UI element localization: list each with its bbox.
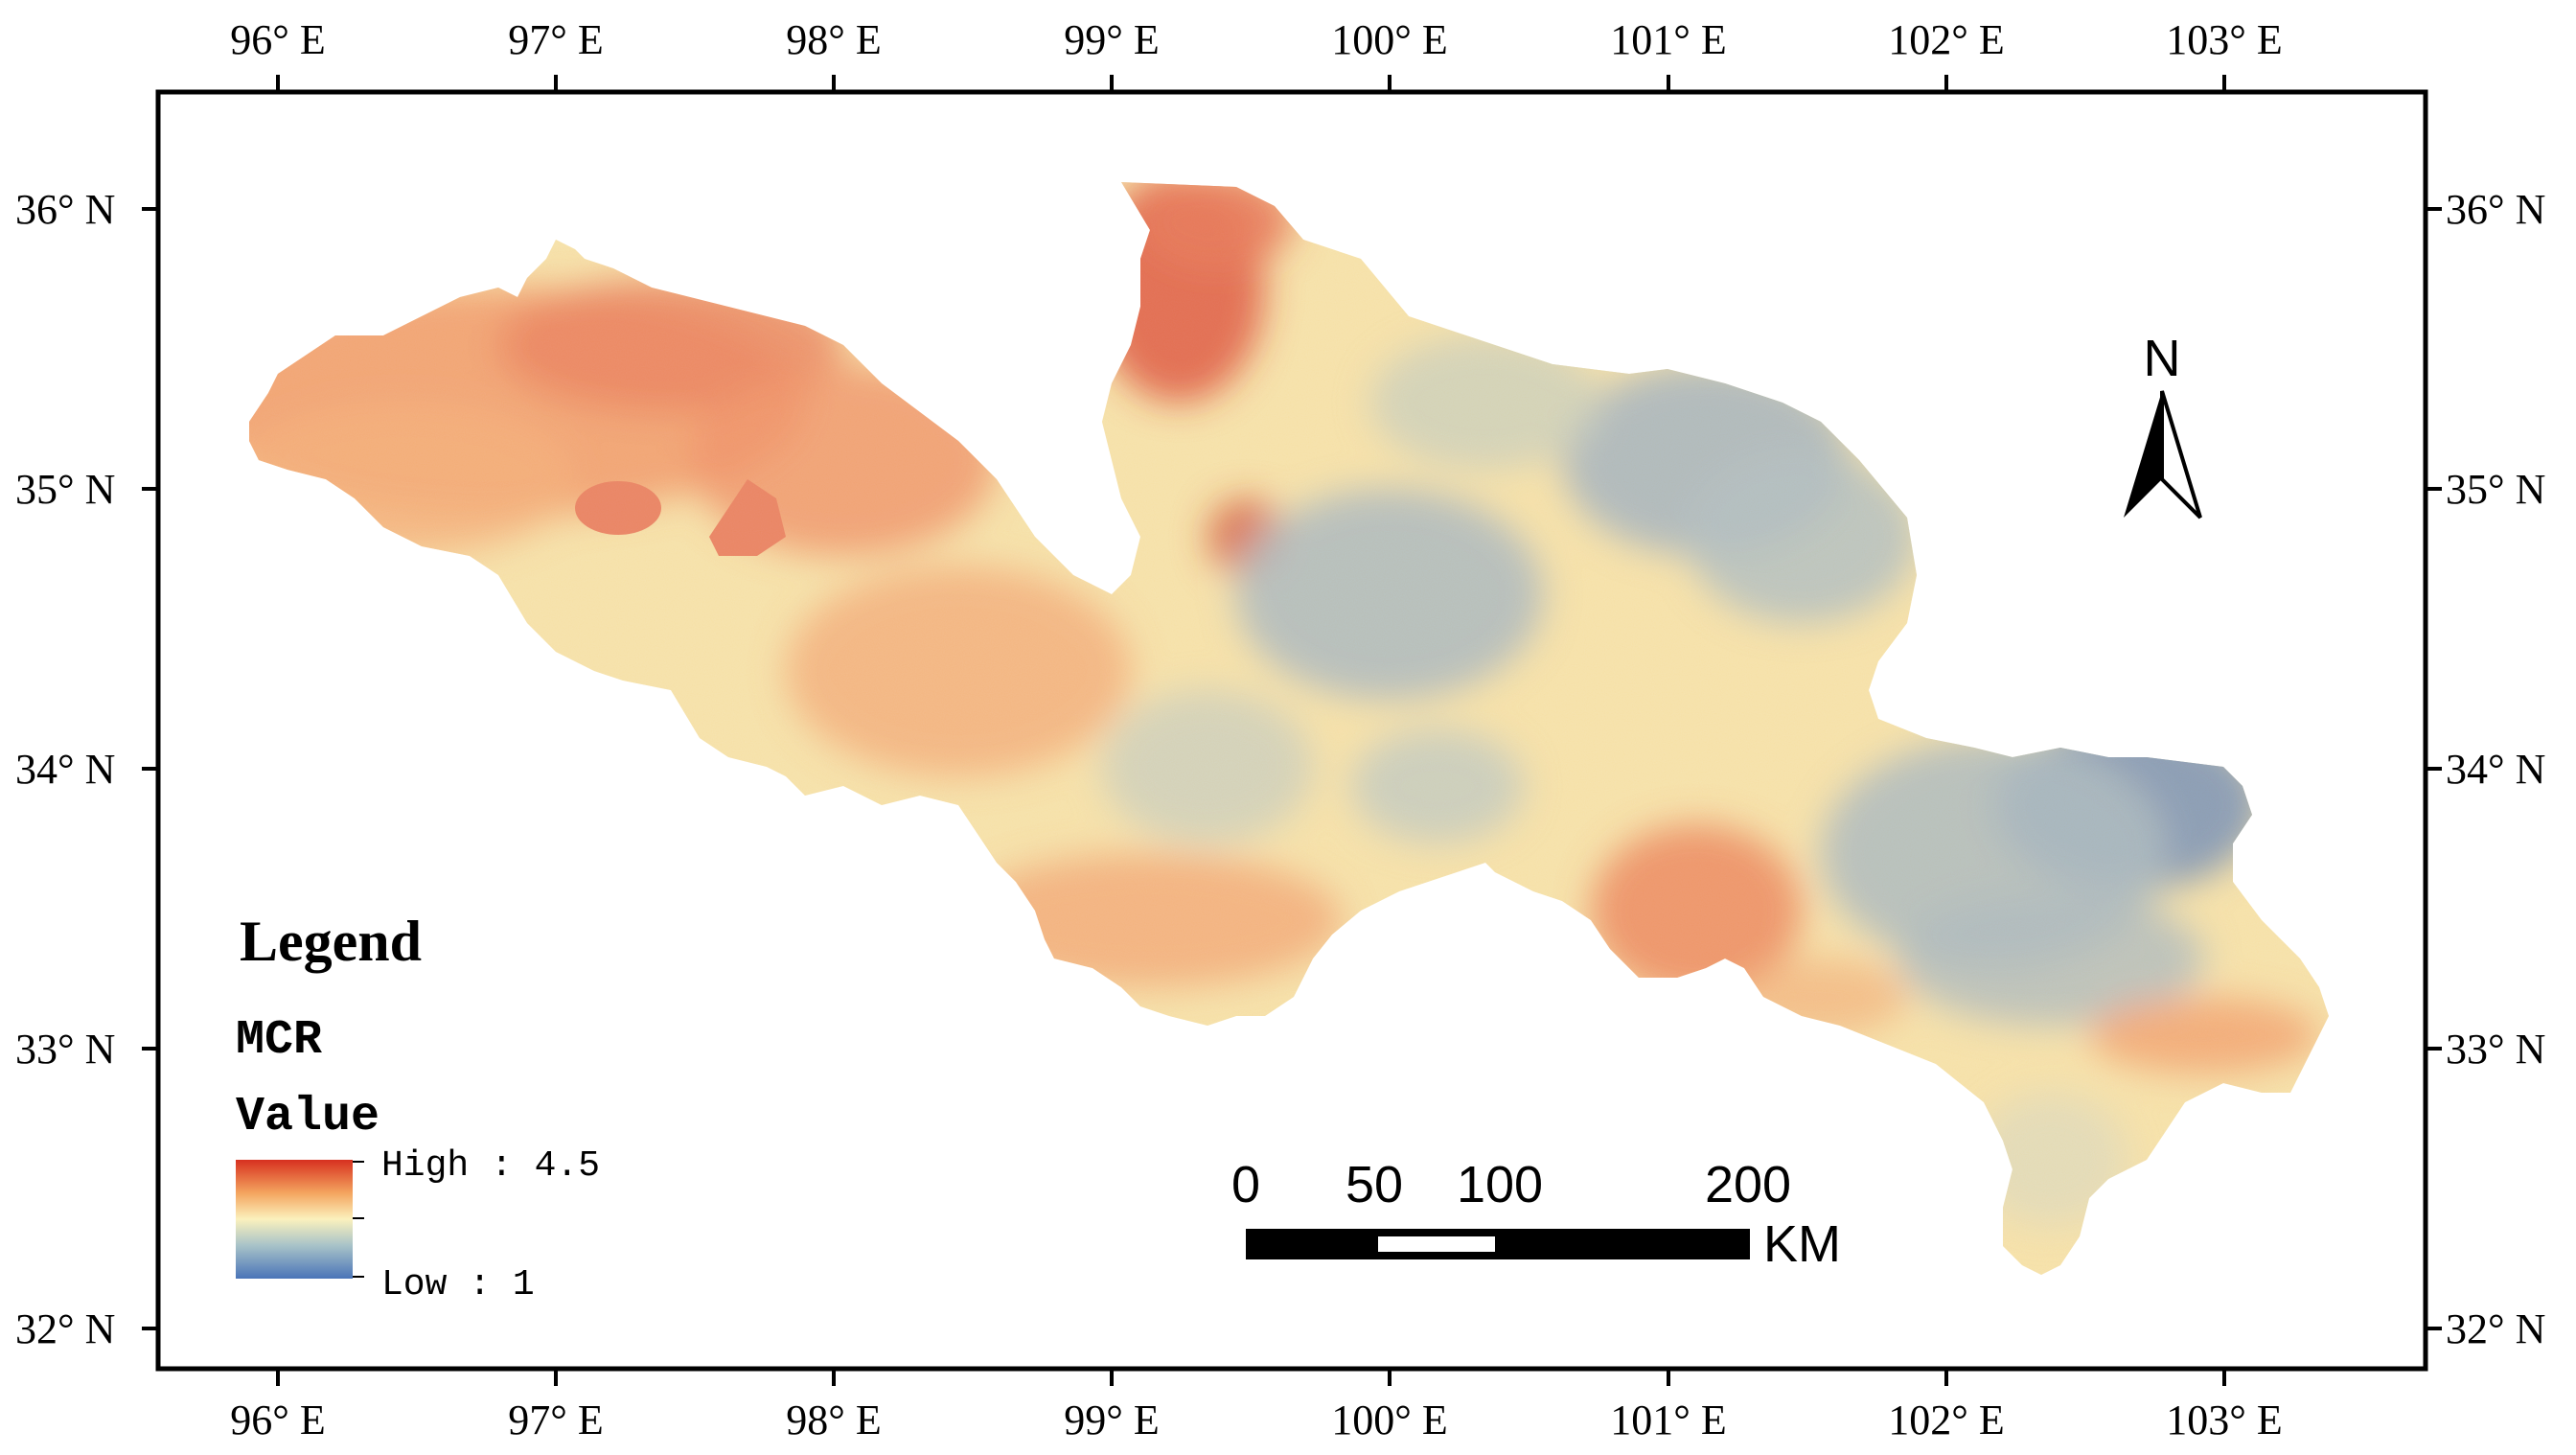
scale-segment-white	[1378, 1236, 1495, 1252]
legend: Legend MCR Value High : 4.5 Low : 1	[236, 910, 600, 1305]
lon-label: 101° E	[1610, 1397, 1726, 1443]
legend-low-label: Low : 1	[381, 1264, 535, 1305]
lon-labels-bottom: 96° E 97° E 98° E 99° E 100° E 101° E 10…	[230, 1397, 2282, 1443]
north-label: N	[2144, 330, 2181, 387]
lat-label: 35° N	[15, 466, 115, 513]
lon-label: 99° E	[1064, 16, 1159, 63]
lon-label: 101° E	[1610, 16, 1726, 63]
lon-label: 98° E	[786, 1397, 881, 1443]
lat-label: 34° N	[15, 746, 115, 793]
lon-label: 103° E	[2166, 16, 2282, 63]
lon-label: 100° E	[1331, 1397, 1447, 1443]
lon-label: 102° E	[1888, 16, 2004, 63]
lat-label: 35° N	[2446, 466, 2545, 513]
lon-label: 98° E	[786, 16, 881, 63]
lon-label: 96° E	[230, 1397, 325, 1443]
legend-high-label: High : 4.5	[381, 1145, 600, 1187]
scale-tick-label: 100	[1457, 1156, 1543, 1213]
north-arrow-icon	[2124, 391, 2162, 518]
lon-label: 96° E	[230, 16, 325, 63]
scale-tick-label: 200	[1705, 1156, 1791, 1213]
lat-label: 32° N	[2446, 1305, 2545, 1352]
scale-unit: KM	[1763, 1215, 1841, 1273]
lat-label: 34° N	[2446, 746, 2545, 793]
legend-title: Legend	[240, 910, 422, 973]
lat-label: 33° N	[15, 1026, 115, 1073]
legend-color-ramp	[236, 1160, 353, 1279]
lon-labels-top: 96° E 97° E 98° E 99° E 100° E 101° E 10…	[230, 16, 2282, 63]
lon-label: 103° E	[2166, 1397, 2282, 1443]
legend-field: Value	[236, 1090, 380, 1144]
lat-ticks	[142, 207, 2442, 1330]
lon-label: 100° E	[1331, 16, 1447, 63]
lat-labels-left: 36° N 35° N 34° N 33° N 32° N	[15, 186, 115, 1352]
scale-tick-label: 50	[1346, 1156, 1403, 1213]
lat-label: 33° N	[2446, 1026, 2545, 1073]
north-arrow: N	[2124, 330, 2202, 520]
scale-bar: 0 50 100 200 KM	[1231, 1156, 1841, 1273]
lon-ticks	[276, 75, 2226, 1386]
lat-labels-right: 36° N 35° N 34° N 33° N 32° N	[2446, 186, 2545, 1352]
lat-label: 36° N	[2446, 186, 2545, 233]
legend-layer: MCR	[236, 1013, 322, 1068]
scale-tick-label: 0	[1231, 1156, 1260, 1213]
lat-label: 32° N	[15, 1305, 115, 1352]
lon-label: 102° E	[1888, 1397, 2004, 1443]
lat-label: 36° N	[15, 186, 115, 233]
lon-label: 97° E	[508, 1397, 603, 1443]
lon-label: 99° E	[1064, 1397, 1159, 1443]
lon-label: 97° E	[508, 16, 603, 63]
